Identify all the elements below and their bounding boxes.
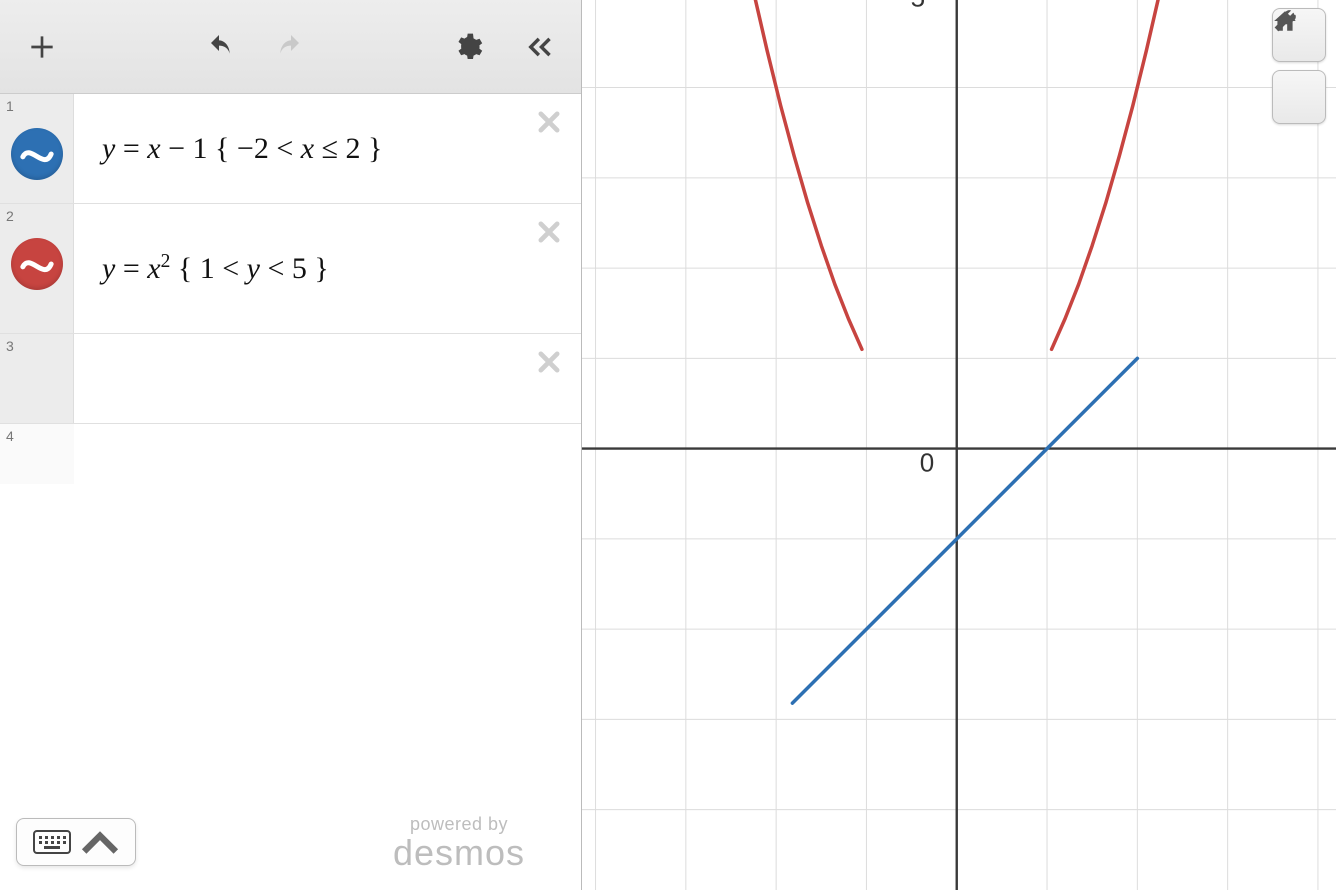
redo-icon [275, 31, 307, 63]
brand: powered by desmos [393, 814, 525, 871]
graph-svg: 50 [582, 0, 1336, 890]
keyboard-icon [33, 829, 71, 855]
expression-index-cell[interactable]: 1 [0, 94, 74, 203]
gear-icon [451, 31, 483, 63]
keyboard-toggle-button[interactable] [16, 818, 136, 866]
expression-index: 2 [6, 208, 14, 224]
delete-expression-button[interactable] [531, 214, 567, 250]
add-expression-button[interactable] [18, 23, 66, 71]
home-button[interactable] [1272, 70, 1326, 124]
expression-input[interactable]: y = x2 { 1 < y < 5 } [74, 204, 581, 333]
close-icon [535, 218, 563, 246]
expression-index: 1 [6, 98, 14, 114]
expression-input[interactable] [74, 334, 581, 423]
panel-footer: powered by desmos [0, 802, 581, 882]
graph-tools [1272, 8, 1326, 124]
chevron-up-icon [81, 829, 119, 855]
expression-row[interactable]: 4 [0, 424, 581, 484]
plus-icon [26, 31, 58, 63]
redo-button[interactable] [267, 23, 315, 71]
undo-icon [203, 31, 235, 63]
expression-list: 1 y = x − 1 { −2 < x ≤ 2 } 2 [0, 94, 581, 890]
toolbar [0, 0, 581, 94]
expression-color-icon[interactable] [11, 128, 63, 180]
delete-expression-button[interactable] [531, 344, 567, 380]
expression-index: 4 [6, 428, 14, 444]
expression-index-cell[interactable]: 4 [0, 424, 74, 484]
close-icon [535, 348, 563, 376]
expression-input[interactable] [74, 424, 581, 484]
chevron-double-left-icon [523, 31, 555, 63]
home-icon [1272, 8, 1298, 34]
svg-text:5: 5 [911, 0, 925, 12]
expression-row[interactable]: 3 [0, 334, 581, 424]
delete-expression-button[interactable] [531, 104, 567, 140]
expression-input[interactable]: y = x − 1 { −2 < x ≤ 2 } [74, 94, 581, 203]
expression-index-cell[interactable]: 2 [0, 204, 74, 333]
brand-logo: desmos [393, 835, 525, 871]
expression-index-cell[interactable]: 3 [0, 334, 74, 423]
expression-color-icon[interactable] [11, 238, 63, 290]
undo-button[interactable] [195, 23, 243, 71]
expression-index: 3 [6, 338, 14, 354]
expression-panel: 1 y = x − 1 { −2 < x ≤ 2 } 2 [0, 0, 582, 890]
collapse-panel-button[interactable] [515, 23, 563, 71]
close-icon [535, 108, 563, 136]
settings-button[interactable] [443, 23, 491, 71]
svg-text:0: 0 [920, 447, 934, 477]
graph-area[interactable]: 50 [582, 0, 1336, 890]
expression-row[interactable]: 1 y = x − 1 { −2 < x ≤ 2 } [0, 94, 581, 204]
expression-row[interactable]: 2 y = x2 { 1 < y < 5 } [0, 204, 581, 334]
